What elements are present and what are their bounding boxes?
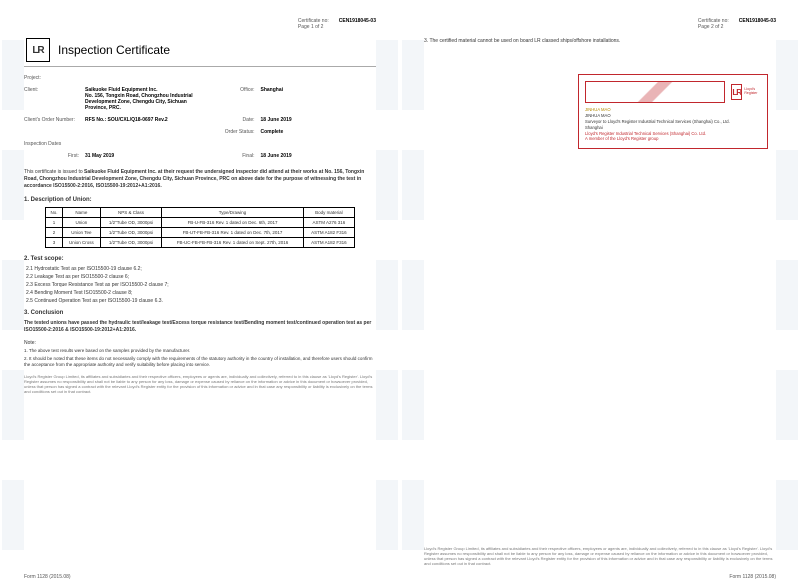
table-row: 2Union Tee1/2"Tube OD, 3000psiFB-UT-FB-F… [46,228,355,238]
section-2-head: 2. Test scope: [24,256,376,262]
table-header-row: No.NameNPS & ClassType/DrawingBody mater… [46,208,355,218]
table-row: 3Union Cross1/2"Tube OD, 3000psiFB-UC-FB… [46,238,355,248]
test-item: 2.5 Continued Operation Test as per ISO1… [26,298,376,304]
signature-lines: JINHUA MAO JINHUA MAO Surveyor to Lloyd'… [585,107,761,142]
test-item: 2.3 Excess Torque Resistance Test as per… [26,282,376,288]
table-cell: 1/2"Tube OD, 3000psi [100,238,161,248]
certno-value-1: CEN1918045-03 [339,18,376,24]
note-list: 1. The above test results were based on … [24,348,376,368]
page-2: Certificate no: Page 2 of 2 CEN1918045-0… [400,0,800,588]
table-col-header: No. [46,208,63,218]
section-3-head: 3. Conclusion [24,310,376,316]
fineprint-2: Lloyd's Register Group Limited, its affi… [424,546,776,566]
table-cell: FB-U-FB-316 Rev. 1 dated on Dec. 6th, 20… [162,218,304,228]
meta-inspdates-label: Inspection Dates [24,141,79,147]
lr-mini-logo: LR Lloyd's Register [731,81,761,103]
table-col-header: Type/Drawing [162,208,304,218]
meta-client-value: Saikuoke Fluid Equipment Inc. No. 156, T… [85,87,201,111]
test-item: 2.1 Hydrostatic Test as per ISO15500-19 … [26,266,376,272]
table-col-header: Name [62,208,100,218]
union-table: No.NameNPS & ClassType/DrawingBody mater… [45,207,355,248]
table-cell: Union Cross [62,238,100,248]
intro-paragraph: This certificate is issued to Saikuoke F… [24,169,376,189]
table-cell: Union [62,218,100,228]
meta-project-value [85,75,201,81]
table-cell: 1/2"Tube OD, 3000psi [100,228,161,238]
table-col-header: NPS & Class [100,208,161,218]
table-cell: ASTM A182 F316 [303,228,354,238]
meta-grid: Project: Client: Saikuoke Fluid Equipmen… [24,75,376,159]
meta-client-label: Client: [24,87,79,111]
table-cell: 3 [46,238,63,248]
form-ref-2: Form 1128 (2015.08) [729,574,776,580]
signature-slot [585,81,725,103]
table-cell: ASTM A182 F316 [303,238,354,248]
form-ref-1: Form 1128 (2015.08) [24,574,71,580]
meta-first-value: 31 May 2019 [85,153,201,159]
meta-final-value: 18 June 2019 [261,153,377,159]
note-item: 2. It should be noted that these items d… [24,356,376,368]
meta-first-label: First: [24,153,79,159]
fineprint-1: Lloyd's Register Group Limited, its affi… [24,374,376,394]
test-item: 2.4 Bending Moment Test ISO15500-2 claus… [26,290,376,296]
note-head: Note: [24,340,376,346]
meta-final-label: Final: [207,153,255,159]
meta-order-label: Client's Order Number: [24,117,79,123]
meta-status-label: Order Status: [207,129,255,135]
certno-value-2: CEN1918045-03 [739,18,776,24]
doc-title: Inspection Certificate [58,43,170,57]
note-3: 3. The certified material cannot be used… [424,38,776,44]
table-row: 1Union1/2"Tube OD, 3000psiFB-U-FB-316 Re… [46,218,355,228]
logo-row: LR Inspection Certificate [26,38,376,62]
note-item: 1. The above test results were based on … [24,348,376,354]
meta-office-value: Shanghai [261,87,377,111]
section-1-head: 1. Description of Union: [24,197,376,203]
test-scope-list: 2.1 Hydrostatic Test as per ISO15500-19 … [26,266,376,304]
pagenum-2: Page 2 of 2 [698,24,724,30]
table-col-header: Body material [303,208,354,218]
page-header-1: Certificate no: Page 1 of 2 CEN1918045-0… [24,18,376,30]
test-item: 2.2 Leakage Test as per ISO15500-2 claus… [26,274,376,280]
conclusion-text: The tested unions have passed the hydrau… [24,320,376,334]
pagenum-1: Page 1 of 2 [298,24,324,30]
table-cell: 1 [46,218,63,228]
table-cell: 1/2"Tube OD, 3000psi [100,218,161,228]
table-cell: FB-UC-FB-FB-FB-316 Rev. 1 dated on Sept.… [162,238,304,248]
signature-box: LR Lloyd's Register JINHUA MAO JINHUA MA… [578,74,768,149]
meta-order-value: RFS No.: SOU/CXL/Q18-0697 Rev.2 [85,117,201,123]
table-cell: Union Tee [62,228,100,238]
table-cell: FB-UT-FB-FB-316 Rev. 1 dated on Dec. 7th… [162,228,304,238]
meta-status-value: Complete [261,129,377,135]
meta-project-label: Project: [24,75,79,81]
table-body: 1Union1/2"Tube OD, 3000psiFB-U-FB-316 Re… [46,218,355,248]
divider [24,66,376,67]
page-header-2: Certificate no: Page 2 of 2 CEN1918045-0… [424,18,776,30]
table-cell: ASTM A276 316 [303,218,354,228]
meta-date-value: 18 June 2019 [261,117,377,123]
table-cell: 2 [46,228,63,238]
meta-date-label: Date: [207,117,255,123]
lr-logo: LR [26,38,50,62]
page-1: Certificate no: Page 1 of 2 CEN1918045-0… [0,0,400,588]
sig-member: A member of the Lloyd's Register group [585,136,761,142]
meta-office-label: Office: [207,87,255,111]
